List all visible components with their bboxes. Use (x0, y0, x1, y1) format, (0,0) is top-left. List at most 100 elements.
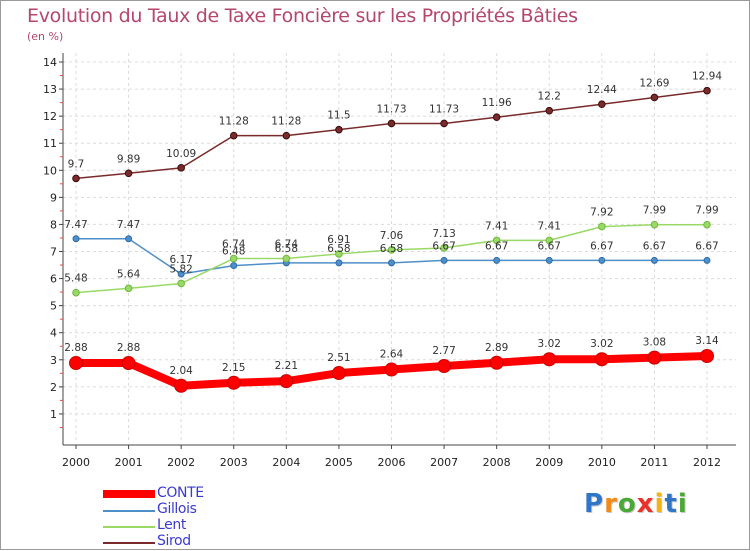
data-label-gillois: 6.67 (590, 240, 613, 252)
data-label-conte: 2.88 (64, 342, 87, 354)
data-label-gillois: 6.67 (432, 240, 455, 252)
data-point-lent (650, 220, 659, 229)
data-point-sirod (492, 113, 501, 122)
legend-swatch-conte (103, 490, 155, 498)
logo-letter: x (636, 489, 655, 519)
y-tick-label: 14 (43, 56, 57, 69)
data-label-sirod: 12.69 (639, 77, 669, 89)
data-label-conte: 2.15 (222, 362, 245, 374)
data-point-lent (545, 236, 554, 245)
data-label-gillois: 6.58 (327, 243, 350, 255)
x-tick-label: 2002 (167, 456, 195, 469)
data-point-lent (72, 288, 80, 297)
legend-label-lent: Lent (157, 517, 186, 533)
data-label-conte: 2.21 (275, 360, 298, 372)
data-point-sirod (703, 86, 711, 95)
chart-subtitle: (en %) (27, 30, 64, 43)
data-point-conte (121, 356, 136, 371)
data-label-sirod: 12.2 (538, 91, 561, 103)
data-label-sirod: 11.73 (376, 103, 406, 115)
data-point-conte (331, 366, 346, 381)
data-label-conte: 2.77 (432, 345, 455, 357)
data-label-sirod: 10.09 (166, 148, 196, 160)
data-point-lent (492, 236, 501, 245)
data-label-conte: 2.04 (169, 365, 193, 377)
x-tick-label: 2008 (483, 456, 511, 469)
data-point-sirod (335, 125, 343, 134)
y-tick-label: 12 (43, 110, 57, 123)
data-point-sirod (387, 119, 396, 128)
x-tick-label: 2005 (325, 456, 353, 469)
data-label-sirod: 11.96 (482, 97, 512, 109)
data-point-gillois (650, 256, 658, 264)
data-label-lent: 7.06 (380, 230, 404, 242)
y-tick-label: 11 (43, 137, 57, 150)
data-label-conte: 2.88 (117, 342, 140, 354)
chart-title: Evolution du Taux de Taxe Foncière sur l… (27, 5, 578, 27)
data-label-conte: 2.64 (380, 349, 404, 361)
data-label-conte: 2.51 (327, 352, 350, 364)
data-point-conte (437, 359, 452, 374)
data-label-lent: 6.91 (327, 234, 350, 246)
y-tick-label: 13 (43, 83, 57, 96)
data-label-sirod: 11.28 (219, 116, 249, 128)
logo-letter: t (664, 489, 678, 519)
data-label-lent: 7.13 (432, 228, 455, 240)
data-point-sirod (598, 100, 606, 109)
x-tick-label: 2012 (693, 456, 721, 469)
data-point-conte (542, 352, 557, 367)
y-tick-label: 7 (50, 246, 57, 259)
data-point-sirod (177, 164, 185, 172)
data-label-sirod: 11.5 (327, 110, 350, 122)
data-label-lent: 7.99 (695, 205, 718, 217)
data-point-conte (226, 375, 241, 390)
data-point-lent (335, 250, 343, 258)
x-tick-label: 2007 (430, 456, 458, 469)
data-point-sirod (72, 174, 80, 183)
logo-letter: i (654, 489, 665, 519)
data-point-gillois (703, 256, 711, 264)
y-tick-label: 1 (50, 408, 57, 421)
legend-swatch-gillois (103, 510, 155, 512)
x-tick-label: 2004 (272, 456, 300, 469)
x-tick-label: 2006 (378, 456, 406, 469)
data-point-lent (229, 254, 238, 263)
data-point-gillois (177, 270, 185, 278)
data-point-sirod (650, 93, 659, 102)
data-point-gillois (493, 256, 501, 264)
legend-label-gillois: Gillois (157, 501, 197, 517)
y-tick-label: 9 (50, 191, 57, 204)
data-point-lent (387, 246, 396, 254)
proxiti-logo: Proxiti (584, 489, 688, 519)
data-label-gillois: 6.17 (169, 254, 192, 266)
x-tick-label: 2000 (62, 456, 90, 469)
data-point-conte (384, 362, 399, 377)
data-label-sirod: 9.89 (117, 153, 140, 165)
data-label-conte: 3.02 (590, 338, 613, 350)
data-label-lent: 5.64 (117, 268, 141, 280)
y-tick-label: 5 (50, 300, 57, 313)
data-label-gillois: 7.47 (64, 219, 87, 231)
data-label-gillois: 6.58 (275, 243, 298, 255)
data-point-gillois (545, 256, 553, 264)
data-point-sirod (545, 106, 554, 115)
y-tick-label: 10 (43, 164, 57, 177)
data-label-lent: 6.74 (222, 239, 246, 251)
data-point-lent (124, 284, 133, 293)
data-label-conte: 3.08 (643, 337, 666, 349)
data-point-sirod (440, 119, 448, 128)
data-label-sirod: 11.28 (271, 116, 301, 128)
data-label-gillois: 6.67 (538, 240, 561, 252)
data-point-sirod (124, 169, 133, 178)
x-tick-label: 2003 (220, 456, 248, 469)
data-point-conte (700, 348, 714, 363)
x-tick-label: 2009 (535, 456, 563, 469)
data-point-conte (489, 355, 504, 370)
data-label-lent: 7.92 (590, 207, 613, 219)
data-point-lent (282, 254, 291, 263)
data-label-lent: 6.74 (275, 239, 299, 251)
legend-label-conte: CONTE (157, 485, 204, 501)
data-point-lent (177, 279, 185, 288)
